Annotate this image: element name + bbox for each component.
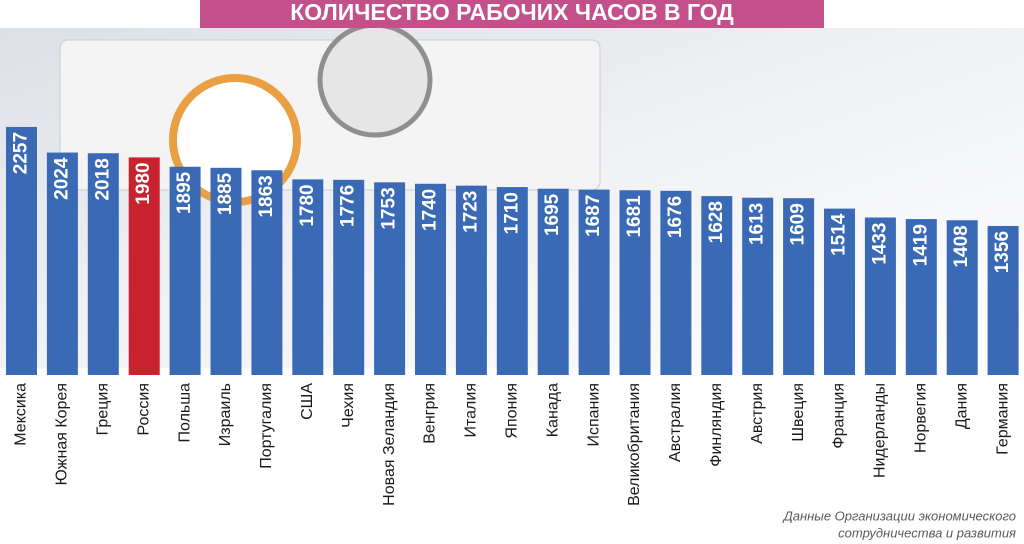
value-label: 1514 bbox=[829, 213, 850, 256]
x-tick-label: Канада bbox=[544, 383, 561, 437]
bar bbox=[946, 220, 978, 375]
bar bbox=[742, 197, 774, 375]
value-label: 1753 bbox=[379, 187, 400, 229]
x-tick-label: Венгрия bbox=[422, 383, 439, 444]
x-tick-label: Испания bbox=[585, 383, 602, 447]
bar bbox=[6, 126, 37, 375]
bar bbox=[496, 187, 528, 375]
bar bbox=[415, 183, 446, 375]
title-band bbox=[200, 0, 824, 28]
value-label: 1695 bbox=[542, 193, 563, 236]
bar bbox=[333, 179, 365, 375]
bar bbox=[660, 190, 692, 375]
value-label: 1895 bbox=[174, 171, 195, 214]
value-label: 1885 bbox=[215, 172, 236, 215]
value-label: 1419 bbox=[910, 224, 931, 266]
value-label: 1780 bbox=[297, 184, 318, 226]
x-tick-label: Дания bbox=[953, 383, 970, 429]
bar bbox=[210, 167, 242, 375]
value-label: 1681 bbox=[624, 195, 645, 238]
x-tick-label: Новая Зеландия bbox=[381, 383, 398, 506]
chart-title: КОЛИЧЕСТВО РАБОЧИХ ЧАСОВ В ГОД bbox=[290, 0, 734, 25]
bar bbox=[455, 185, 487, 375]
bar bbox=[46, 152, 78, 375]
value-label: 1863 bbox=[256, 175, 277, 217]
value-label: 1980 bbox=[133, 162, 154, 204]
value-label: 2018 bbox=[92, 158, 113, 200]
x-tick-label: Польша bbox=[176, 383, 193, 443]
value-label: 1356 bbox=[992, 231, 1013, 273]
x-tick-label: Нидерланды bbox=[872, 383, 889, 478]
x-tick-label: Австралия bbox=[667, 383, 684, 462]
bar bbox=[292, 179, 324, 375]
x-tick-label: Россия bbox=[135, 383, 152, 435]
bar bbox=[864, 217, 896, 375]
value-label: 1740 bbox=[420, 189, 441, 231]
value-label: 1609 bbox=[788, 203, 809, 245]
x-tick-label: Португалия bbox=[258, 383, 275, 469]
clock-decoration bbox=[317, 22, 433, 138]
bar bbox=[128, 157, 160, 375]
x-tick-label: Германия bbox=[994, 383, 1011, 455]
source-note: Данные Организации экономического bbox=[782, 508, 1016, 523]
x-tick-label: Франция bbox=[831, 383, 848, 449]
bar bbox=[619, 190, 651, 375]
value-label: 1687 bbox=[583, 195, 604, 237]
value-label: 1710 bbox=[501, 192, 522, 234]
x-tick-label: Финляндия bbox=[708, 383, 725, 467]
bar bbox=[169, 166, 201, 375]
bar bbox=[701, 196, 733, 375]
value-label: 1776 bbox=[338, 185, 359, 227]
x-tick-label: Австрия bbox=[749, 383, 766, 444]
bar bbox=[783, 198, 815, 375]
x-tick-label: Южная Корея bbox=[54, 383, 71, 485]
value-label: 1628 bbox=[706, 201, 727, 243]
x-tick-label: Япония bbox=[504, 383, 521, 439]
source-note: сотрудничества и развития bbox=[838, 525, 1016, 540]
value-label: 2257 bbox=[11, 132, 32, 174]
bar bbox=[578, 189, 610, 375]
bar bbox=[374, 182, 406, 375]
x-tick-label: Греция bbox=[95, 383, 112, 435]
bar bbox=[251, 170, 283, 375]
value-label: 1408 bbox=[951, 225, 972, 267]
bar bbox=[824, 208, 855, 375]
x-tick-label: США bbox=[299, 383, 316, 420]
x-tick-label: Швеция bbox=[790, 383, 807, 442]
x-tick-label: Великобритания bbox=[626, 383, 643, 506]
bar bbox=[87, 153, 119, 375]
x-tick-label: Италия bbox=[463, 383, 480, 437]
x-tick-label: Мексика bbox=[13, 383, 30, 446]
value-label: 1613 bbox=[747, 203, 768, 245]
value-label: 1433 bbox=[869, 223, 890, 265]
x-tick-label: Норвегия bbox=[913, 383, 930, 453]
value-label: 1676 bbox=[665, 196, 686, 238]
x-tick-label: Израиль bbox=[217, 383, 234, 446]
value-label: 2024 bbox=[51, 157, 72, 200]
x-tick-label: Чехия bbox=[340, 383, 357, 428]
bar bbox=[905, 219, 937, 375]
bar bbox=[537, 188, 569, 375]
bar bbox=[987, 225, 1019, 375]
value-label: 1723 bbox=[460, 191, 481, 233]
